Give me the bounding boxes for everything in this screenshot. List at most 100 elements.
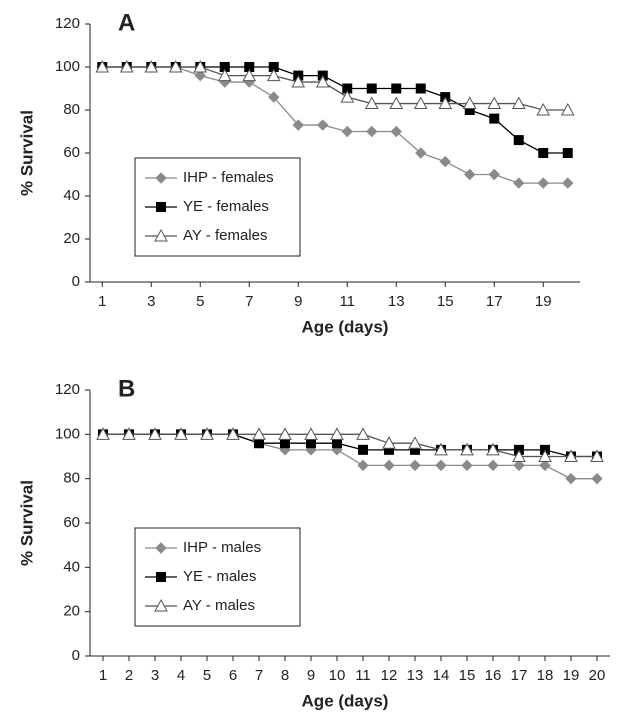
marker — [291, 75, 306, 88]
marker — [537, 177, 549, 189]
marker — [193, 59, 208, 73]
x-tick-label: 6 — [229, 667, 237, 684]
marker — [512, 449, 526, 462]
y-tick-label: 0 — [72, 273, 80, 290]
legend-label: AY - males — [183, 597, 255, 614]
y-tick-label: 20 — [63, 230, 80, 247]
marker — [304, 427, 318, 440]
x-tick-label: 13 — [407, 667, 424, 684]
marker — [384, 444, 394, 455]
x-tick-label: 17 — [511, 667, 528, 684]
y-axis-label: % Survival — [17, 480, 36, 566]
x-tick-label: 7 — [255, 667, 263, 684]
marker — [435, 459, 447, 472]
marker — [562, 177, 574, 189]
marker — [489, 113, 500, 124]
marker — [461, 459, 473, 472]
y-tick-label: 120 — [55, 15, 80, 32]
marker — [364, 96, 379, 110]
marker — [487, 96, 502, 110]
marker — [409, 459, 421, 472]
marker — [408, 436, 422, 449]
marker — [174, 427, 188, 440]
marker — [330, 427, 344, 440]
marker — [538, 449, 552, 462]
marker — [252, 427, 266, 440]
marker — [538, 148, 549, 158]
y-tick-label: 120 — [55, 381, 80, 398]
marker — [356, 427, 370, 440]
marker — [413, 96, 428, 110]
x-tick-label: 18 — [537, 667, 554, 684]
marker — [340, 90, 355, 103]
marker — [194, 69, 206, 82]
marker — [415, 83, 426, 94]
x-tick-label: 19 — [535, 293, 552, 310]
x-tick-label: 17 — [486, 293, 503, 310]
marker — [341, 125, 353, 138]
marker — [390, 125, 402, 138]
series-line — [103, 433, 597, 458]
marker — [564, 449, 578, 462]
marker — [96, 427, 110, 440]
legend-label: AY - females — [183, 227, 267, 244]
marker — [148, 427, 162, 440]
marker — [306, 438, 316, 449]
marker — [357, 459, 369, 472]
x-tick-label: 3 — [147, 293, 155, 310]
x-tick-label: 8 — [281, 667, 289, 684]
marker — [488, 168, 500, 181]
x-tick-label: 15 — [459, 667, 476, 684]
marker — [119, 59, 134, 73]
x-tick-label: 10 — [329, 667, 346, 684]
x-tick-label: 19 — [563, 667, 580, 684]
marker — [382, 436, 396, 449]
marker — [332, 438, 342, 449]
x-tick-label: 12 — [381, 667, 398, 684]
marker — [242, 68, 257, 82]
marker — [513, 177, 525, 189]
y-tick-label: 40 — [63, 558, 80, 575]
marker — [536, 102, 551, 116]
x-tick-label: 9 — [307, 667, 315, 684]
marker — [539, 459, 551, 472]
x-tick-label: 15 — [437, 293, 454, 310]
marker — [268, 91, 280, 103]
x-tick-label: 1 — [98, 293, 106, 310]
y-tick-label: 60 — [63, 144, 80, 161]
marker — [122, 427, 136, 440]
x-axis-label: Age (days) — [302, 691, 389, 710]
x-tick-label: 5 — [196, 293, 204, 310]
x-tick-label: 13 — [388, 293, 405, 310]
marker — [464, 105, 475, 115]
marker — [317, 119, 329, 131]
marker — [513, 459, 525, 472]
marker — [462, 96, 477, 110]
marker — [95, 59, 110, 73]
marker — [280, 438, 290, 449]
legend-label: IHP - females — [183, 169, 274, 186]
marker — [268, 62, 279, 72]
marker — [254, 438, 264, 449]
marker — [464, 168, 476, 181]
x-tick-label: 2 — [125, 667, 133, 684]
legend-marker — [155, 542, 167, 554]
marker — [591, 472, 603, 485]
marker — [342, 83, 353, 94]
marker — [434, 442, 448, 456]
marker — [439, 155, 451, 168]
marker — [460, 442, 474, 456]
x-tick-label: 11 — [339, 293, 355, 310]
legend-label: YE - males — [183, 568, 256, 585]
marker — [315, 75, 330, 88]
x-tick-label: 7 — [245, 293, 253, 310]
marker — [513, 135, 524, 146]
legend-marker — [154, 228, 168, 242]
marker — [562, 148, 573, 158]
legend-marker — [156, 572, 166, 582]
marker — [266, 68, 281, 82]
marker — [278, 427, 292, 440]
marker — [226, 427, 240, 440]
marker — [144, 59, 159, 73]
